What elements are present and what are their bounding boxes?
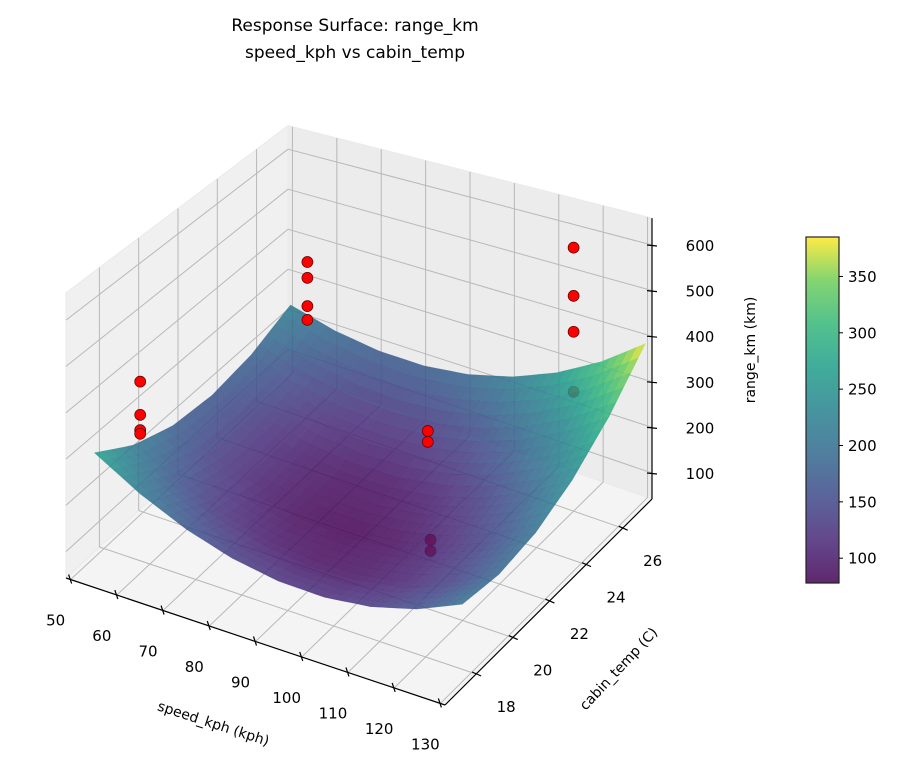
grid-line-z [287, 148, 653, 246]
x-tick-label: 120 [365, 720, 394, 738]
z-tick-label: 100 [686, 465, 715, 483]
colorbar-tick-label: 100 [848, 550, 877, 568]
y-tick-label: 22 [570, 625, 589, 643]
x-tick-label: 70 [139, 643, 158, 661]
y-tick-label: 18 [497, 698, 516, 716]
x-tick-mark [252, 636, 258, 646]
y-tick-mark [545, 598, 555, 604]
z-tick-label: 200 [686, 419, 715, 437]
y-tick-label: 24 [607, 589, 626, 607]
y-tick-label: 26 [643, 552, 662, 570]
grid-line-z [287, 188, 653, 292]
x-tick-label: 110 [319, 704, 348, 722]
scatter-points [134, 241, 580, 448]
colorbar-tick-label: 150 [848, 493, 877, 511]
x-tick-label: 60 [92, 627, 111, 645]
data-point [301, 272, 314, 284]
grid-line-z [65, 228, 289, 414]
y-tick-label: 20 [533, 662, 552, 680]
y-tick-mark [508, 635, 519, 641]
grid-line-z [287, 268, 653, 383]
x-tick-mark [68, 574, 73, 584]
data-point [567, 241, 580, 254]
z-tick-label: 400 [686, 328, 715, 346]
colorbar-tick-label: 200 [848, 437, 877, 455]
x-axis-label: speed_kph (kph) [155, 699, 271, 750]
data-point [421, 425, 434, 437]
surface-facet [452, 598, 471, 606]
z-tick-mark [646, 381, 658, 384]
x-tick-mark [114, 589, 119, 600]
tick-labels: 50 60 70 80 90 100 110 120 130 18 20 22 24 26 100 200 30… [46, 237, 714, 753]
x-tick-label: 100 [272, 689, 301, 707]
data-point [567, 290, 580, 302]
z-axis-label: range_km (km) [743, 297, 759, 404]
grid-line-z [287, 228, 653, 337]
z-tick-mark [646, 426, 658, 430]
data-point [301, 300, 314, 312]
data-point [421, 436, 434, 448]
surface-facet [555, 479, 573, 494]
grid-line-z [65, 148, 289, 321]
data-point [134, 409, 147, 421]
y-tick-mark [618, 525, 628, 531]
data-point [134, 375, 147, 388]
data-point [567, 325, 580, 338]
grid-line-z [65, 268, 289, 460]
y-axis-line [444, 498, 653, 706]
z-tick-label: 600 [686, 237, 715, 255]
x-tick-label: 50 [46, 612, 65, 630]
chart-title: Response Surface: range_km [231, 16, 478, 36]
z-tick-mark [646, 472, 658, 475]
data-point [301, 314, 314, 326]
y-tick-mark [581, 562, 592, 568]
grid-line-z [65, 308, 289, 506]
x-tick-mark [345, 667, 350, 677]
axis-lines [65, 218, 658, 708]
colorbar: 100 150 200 250 300 350 [805, 236, 877, 584]
x-tick-label: 80 [185, 658, 204, 676]
x-tick-mark [437, 698, 442, 708]
x-tick-mark [160, 605, 165, 615]
x-tick-mark [299, 651, 304, 662]
surface-facet [577, 441, 595, 458]
chart-subtitle: speed_kph vs cabin_temp [245, 43, 465, 63]
colorbar-frame [805, 236, 840, 584]
surface-facet [621, 357, 639, 377]
x-tick-label: 90 [231, 674, 250, 692]
x-tick-mark [391, 682, 396, 693]
colorbar-tick-label: 300 [848, 324, 877, 342]
grid-line-x [393, 481, 604, 689]
y-axis-label: cabin_temp (C) [577, 625, 661, 714]
z-tick-mark [646, 335, 658, 338]
data-point [301, 256, 314, 268]
colorbar-tick-label: 350 [848, 268, 877, 286]
grid-line-x [440, 497, 648, 704]
x-tick-mark [206, 620, 211, 631]
grid-line-y [99, 546, 477, 675]
z-tick-mark [646, 244, 658, 247]
data-point [134, 427, 147, 440]
z-tick-label: 300 [686, 374, 715, 392]
response-surface [93, 304, 647, 610]
colorbar-tick-label: 250 [848, 381, 877, 399]
z-tick-mark [646, 290, 658, 293]
y-tick-mark [471, 671, 482, 677]
surface-facet [504, 548, 522, 560]
colorbar-gradient [806, 237, 839, 583]
x-tick-label: 130 [411, 735, 440, 753]
z-tick-label: 500 [686, 283, 715, 301]
surface-facet [467, 586, 486, 594]
grid-line-z [65, 188, 289, 367]
